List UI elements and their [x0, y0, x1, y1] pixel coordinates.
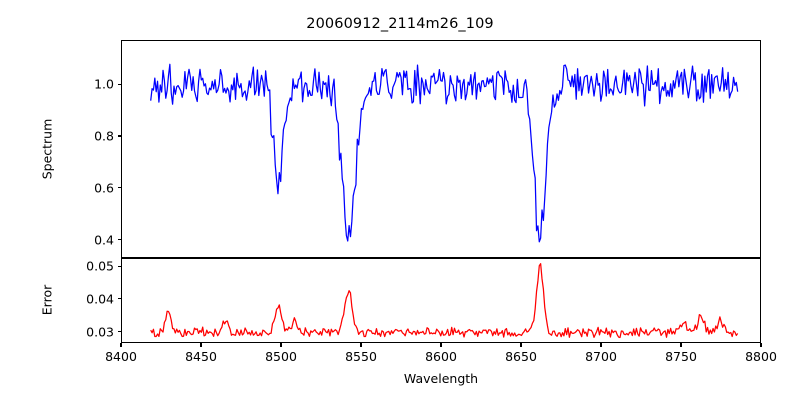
figure-title: 20060912_2114m26_109 — [306, 16, 494, 32]
x-tick-mark — [680, 343, 682, 347]
y-tick-label-error: 0.05 — [86, 258, 114, 274]
x-tick-label: 8450 — [185, 349, 217, 364]
x-tick-label: 8650 — [505, 349, 537, 364]
x-tick-label: 8500 — [265, 349, 297, 364]
y-tick-mark-spectrum — [117, 239, 121, 241]
y-axis-label-spectrum: Spectrum — [39, 118, 55, 180]
y-tick-label-spectrum: 0.6 — [94, 180, 114, 196]
y-tick-mark-error — [117, 331, 121, 333]
y-tick-mark-spectrum — [117, 135, 121, 137]
spectrum-line-series — [122, 41, 760, 257]
x-tick-mark — [120, 343, 122, 347]
x-tick-mark — [760, 343, 762, 347]
x-tick-label: 8400 — [105, 349, 137, 364]
error-plot-area — [121, 258, 761, 343]
spectrum-plot-area — [121, 40, 761, 258]
x-tick-mark — [200, 343, 202, 347]
x-tick-label: 8700 — [585, 349, 617, 364]
x-tick-mark — [600, 343, 602, 347]
x-tick-label: 8600 — [425, 349, 457, 364]
x-tick-mark — [280, 343, 282, 347]
y-tick-label-spectrum: 1.0 — [94, 76, 114, 92]
y-tick-label-spectrum: 0.4 — [94, 232, 114, 248]
x-tick-mark — [520, 343, 522, 347]
error-line-series — [122, 259, 760, 342]
y-tick-mark-error — [117, 298, 121, 300]
x-tick-label: 8550 — [345, 349, 377, 364]
y-tick-label-error: 0.03 — [86, 324, 114, 340]
x-tick-mark — [440, 343, 442, 347]
y-tick-mark-spectrum — [117, 187, 121, 189]
y-tick-mark-spectrum — [117, 83, 121, 85]
y-axis-label-error: Error — [39, 284, 55, 316]
x-tick-mark — [360, 343, 362, 347]
x-tick-label: 8750 — [665, 349, 697, 364]
x-axis-label-wavelength: Wavelength — [403, 371, 479, 386]
y-tick-label-error: 0.04 — [86, 291, 114, 307]
y-tick-mark-error — [117, 265, 121, 267]
y-tick-label-spectrum: 0.8 — [94, 128, 114, 144]
x-tick-label: 8800 — [745, 349, 777, 364]
